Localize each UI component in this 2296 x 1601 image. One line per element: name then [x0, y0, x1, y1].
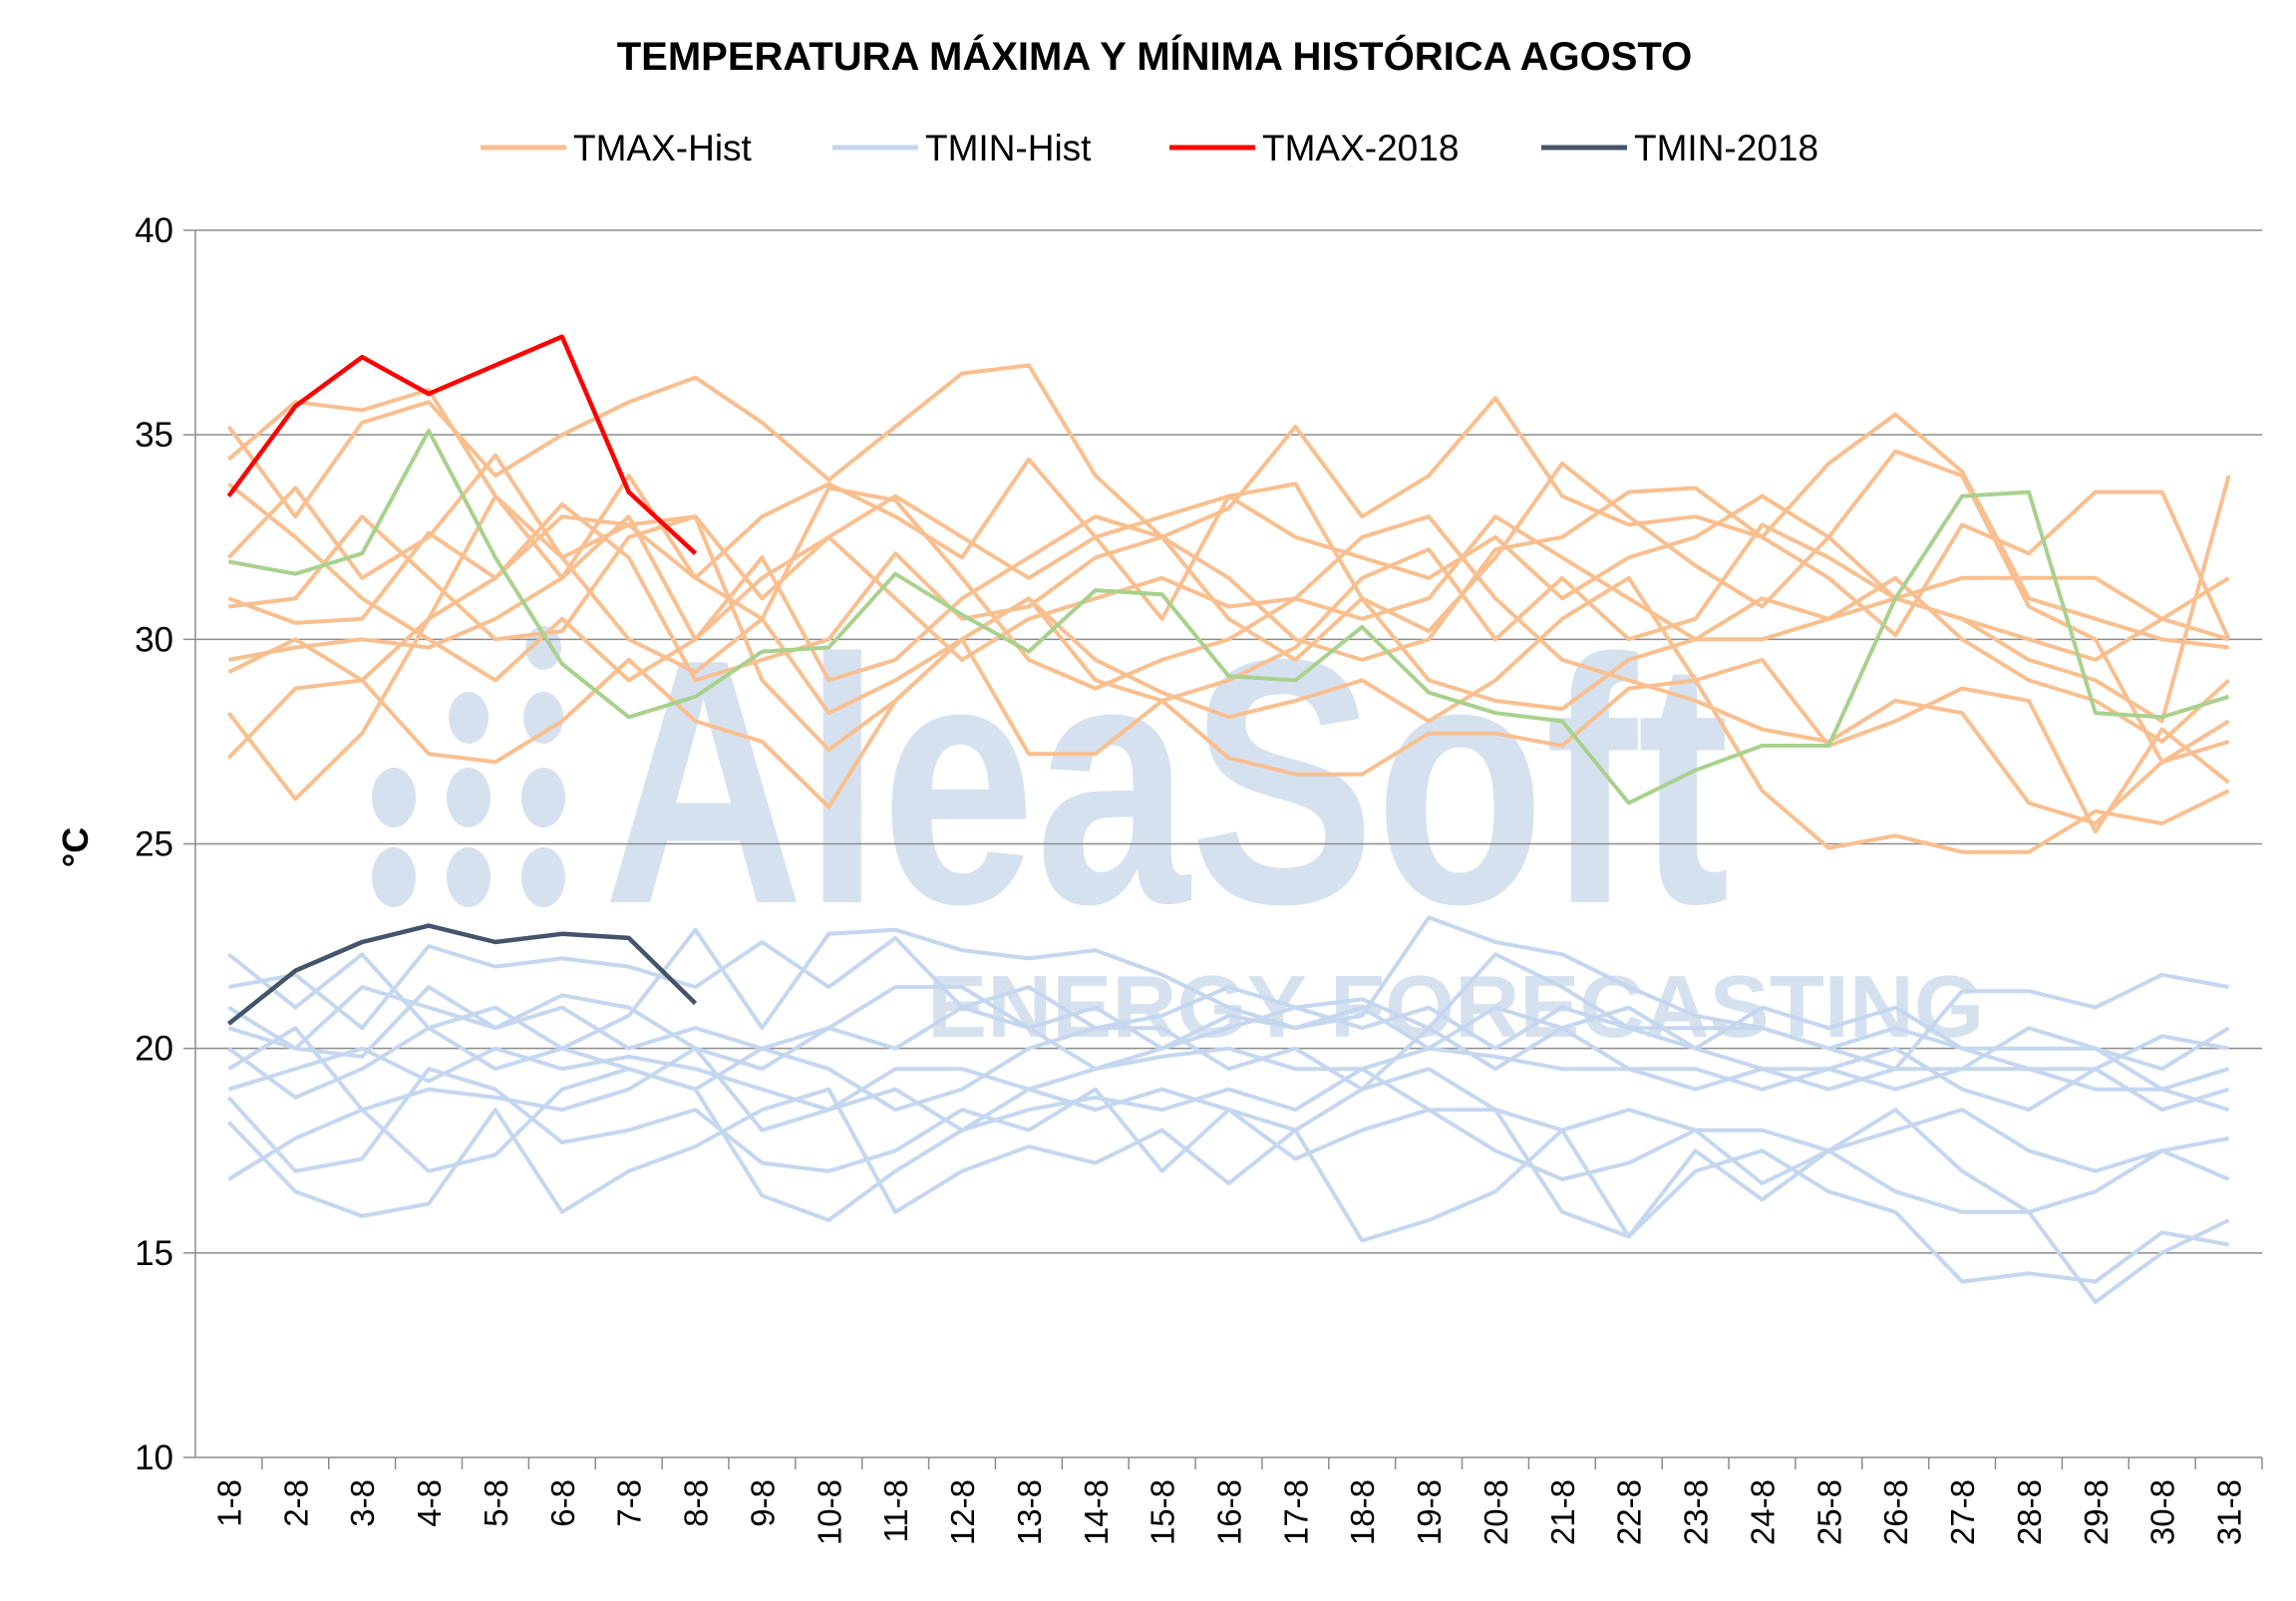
x-tick-label: 14-8 [1078, 1479, 1115, 1545]
series-line-tmin-hist [227, 1026, 2229, 1173]
legend: TMAX-Hist TMIN-Hist TMAX-2018 TMIN-2018 [481, 128, 1818, 168]
x-tick-label: 27-8 [1944, 1479, 1981, 1545]
watermark-tagline: ENERGY FORECASTING [927, 957, 1984, 1056]
x-tick-label: 5-8 [478, 1479, 514, 1527]
series-line-tmin-hist [226, 1067, 2230, 1214]
series-line-tmax-hist [227, 481, 2230, 744]
x-tick-label: 2-8 [277, 1479, 314, 1527]
gridlines [195, 229, 2262, 1254]
x-tick-label: 11-8 [877, 1479, 914, 1543]
x-tick-label: 3-8 [344, 1479, 381, 1527]
aleasoft-watermark: AleaSoft ENERGY FORECASTING [372, 587, 1984, 1056]
x-tick-label: 16-8 [1211, 1479, 1248, 1545]
y-tick-label: 35 [135, 416, 173, 455]
chart-title: TEMPERATURA MÁXIMA Y MÍNIMA HISTÓRICA AG… [617, 33, 1693, 79]
x-tick-label: 10-8 [811, 1479, 847, 1545]
x-tick-label: 7-8 [611, 1479, 648, 1527]
legend-label-tmax-hist: TMAX-Hist [573, 128, 753, 168]
series-line-tmin-hist [226, 1067, 2230, 1305]
legend-label-tmax-2018: TMAX-2018 [1262, 128, 1459, 168]
x-tick-label: 22-8 [1611, 1479, 1648, 1545]
series-line-tmax-hist [226, 363, 2229, 650]
y-tick-label: 30 [135, 620, 173, 659]
series-line-tmin-2018 [226, 923, 698, 1026]
y-axis-label: °C [55, 827, 96, 867]
x-tick-label: 12-8 [944, 1479, 981, 1545]
series-line-tmin-hist [227, 1067, 2229, 1284]
x-tick-label: 31-8 [2211, 1479, 2248, 1545]
series-line-tmin-hist [227, 985, 2230, 1072]
x-tick-label: 6-8 [544, 1479, 581, 1527]
axes: 10 15 20 25 30 35 40 1-8 2-8 3-8 4-8 5-8 6-8 7-8 8-8 9-… [135, 211, 2263, 1545]
x-tick-label: 24-8 [1744, 1479, 1781, 1545]
x-tick-label: 17-8 [1277, 1479, 1314, 1545]
y-tick-label: 40 [135, 211, 173, 250]
y-tick-label: 20 [135, 1030, 173, 1069]
series-line-tmin-hist [228, 935, 2229, 1072]
series-line-tmin-hist [227, 1046, 2230, 1113]
series-line-tmax-2018 [226, 334, 698, 555]
x-tick-label: 30-8 [2144, 1479, 2181, 1545]
x-tick-label: 21-8 [1544, 1479, 1581, 1545]
series-line-tmax-hist [226, 637, 2230, 854]
watermark-dots-icon [372, 626, 565, 907]
x-tick-label: 29-8 [2078, 1479, 2115, 1545]
x-tick-label: 8-8 [678, 1479, 715, 1527]
series-lines [226, 334, 2231, 1305]
x-tick-label: 9-8 [744, 1479, 781, 1527]
x-tick-label: 4-8 [411, 1479, 448, 1527]
watermark-brand: AleaSoft [603, 587, 1730, 977]
series-line-tmin-hist [227, 1005, 2230, 1113]
x-tick-label: 15-8 [1145, 1479, 1181, 1545]
legend-label-tmin-hist: TMIN-Hist [925, 128, 1092, 168]
series-line-tmax-hist [228, 514, 2230, 834]
y-tick-label: 15 [135, 1234, 173, 1273]
x-tick-label: 28-8 [2011, 1479, 2048, 1545]
x-tick-label: 23-8 [1678, 1479, 1715, 1545]
y-tick-label: 10 [135, 1439, 173, 1477]
series-line-tmax-hist-highlight [228, 429, 2230, 805]
x-tick-label: 26-8 [1877, 1479, 1914, 1545]
x-tick-label: 18-8 [1344, 1479, 1381, 1545]
x-tick-label: 25-8 [1810, 1479, 1847, 1545]
series-line-tmin-hist [227, 985, 2230, 1092]
x-tick-label: 13-8 [1011, 1479, 1048, 1545]
x-tick-label: 20-8 [1477, 1479, 1514, 1545]
x-tick-label: 19-8 [1411, 1479, 1448, 1545]
x-tick-label: 1-8 [210, 1479, 247, 1527]
series-line-tmax-hist [227, 485, 2231, 683]
legend-label-tmin-2018: TMIN-2018 [1634, 128, 1818, 168]
y-tick-label: 25 [135, 825, 173, 864]
